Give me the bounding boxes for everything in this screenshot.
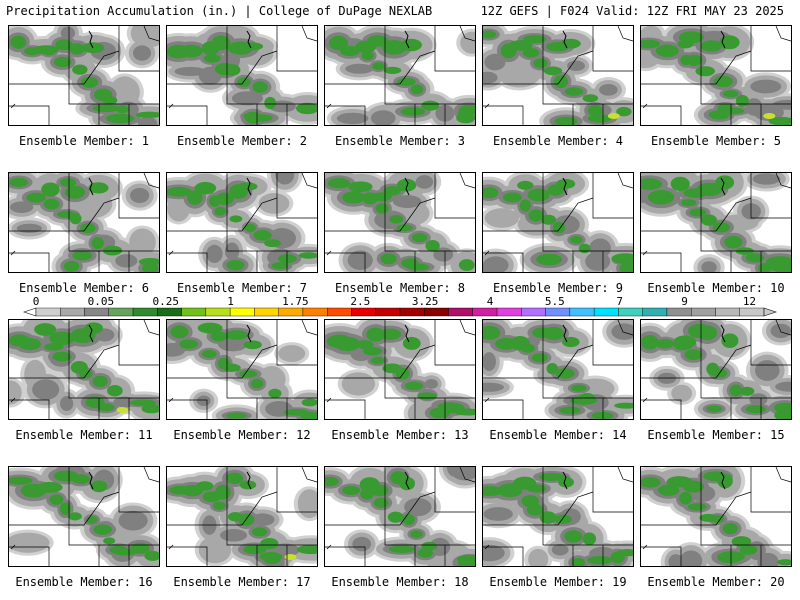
colorbar-bin bbox=[472, 307, 498, 317]
colorbar-tick-label: 2.5 bbox=[350, 296, 370, 308]
colorbar-tick-label: 3.25 bbox=[412, 296, 439, 308]
ensemble-member-map-1 bbox=[8, 25, 160, 126]
ensemble-member-map-20 bbox=[640, 466, 792, 567]
colorbar-bin bbox=[399, 307, 425, 317]
colorbar-bin bbox=[375, 307, 401, 317]
colorbar-bin bbox=[593, 307, 619, 317]
ensemble-member-label: Ensemble Member: 4 bbox=[492, 134, 624, 148]
colorbar-bin bbox=[35, 307, 61, 317]
ensemble-member-label: Ensemble Member: 14 bbox=[489, 428, 627, 442]
ensemble-member-map-10 bbox=[640, 172, 792, 273]
colorbar-tick-label: 0 bbox=[33, 296, 40, 308]
ensemble-member-map-7 bbox=[166, 172, 318, 273]
colorbar-bin bbox=[642, 307, 668, 317]
colorbar-bin bbox=[327, 307, 352, 317]
ensemble-member-map-15 bbox=[640, 319, 792, 420]
colorbar-tick-label: 1 bbox=[227, 296, 234, 308]
colorbar-bin bbox=[229, 307, 255, 317]
ensemble-member-map-2 bbox=[166, 25, 318, 126]
colorbar-tick-label: 0.05 bbox=[88, 296, 115, 308]
ensemble-member-label: Ensemble Member: 6 bbox=[18, 281, 150, 295]
ensemble-member-label: Ensemble Member: 13 bbox=[331, 428, 469, 442]
ensemble-member-map-9 bbox=[482, 172, 634, 273]
colorbar-bin bbox=[205, 307, 231, 317]
ensemble-member-map-14 bbox=[482, 319, 634, 420]
colorbar-bin bbox=[108, 307, 134, 317]
ensemble-member-map-11 bbox=[8, 319, 160, 420]
ensemble-member-label: Ensemble Member: 9 bbox=[492, 281, 624, 295]
colorbar-bin bbox=[424, 307, 449, 317]
ensemble-member-map-13 bbox=[324, 319, 476, 420]
ensemble-member-label: Ensemble Member: 7 bbox=[176, 281, 308, 295]
ensemble-member-label: Ensemble Member: 17 bbox=[173, 575, 311, 589]
colorbar-bin bbox=[496, 307, 522, 317]
colorbar-bin bbox=[715, 307, 740, 317]
ensemble-member-map-5 bbox=[640, 25, 792, 126]
colorbar-bin bbox=[278, 307, 304, 317]
ensemble-member-map-18 bbox=[324, 466, 476, 567]
ensemble-member-label: Ensemble Member: 18 bbox=[331, 575, 469, 589]
ensemble-member-map-16 bbox=[8, 466, 160, 567]
ensemble-member-label: Ensemble Member: 10 bbox=[647, 281, 785, 295]
ensemble-member-label: Ensemble Member: 19 bbox=[489, 575, 627, 589]
colorbar-bin bbox=[132, 307, 158, 317]
ensemble-member-label: Ensemble Member: 15 bbox=[647, 428, 785, 442]
ensemble-member-label: Ensemble Member: 16 bbox=[15, 575, 153, 589]
ensemble-member-label: Ensemble Member: 3 bbox=[334, 134, 466, 148]
colorbar-bin bbox=[84, 307, 109, 317]
colorbar-bin bbox=[691, 307, 716, 317]
colorbar-bin bbox=[157, 307, 182, 317]
colorbar-bin bbox=[569, 307, 595, 317]
colorbar-tick-label: 1.75 bbox=[282, 296, 309, 308]
colorbar-bin bbox=[181, 307, 207, 317]
colorbar-min-arrow bbox=[23, 307, 37, 317]
colorbar-bin bbox=[545, 307, 571, 317]
colorbar-tick-label: 7 bbox=[616, 296, 623, 308]
colorbar-bin bbox=[254, 307, 279, 317]
ensemble-member-map-12 bbox=[166, 319, 318, 420]
colorbar-tick-label: 4 bbox=[487, 296, 494, 308]
ensemble-member-label: Ensemble Member: 8 bbox=[334, 281, 466, 295]
ensemble-member-map-19 bbox=[482, 466, 634, 567]
ensemble-member-label: Ensemble Member: 12 bbox=[173, 428, 311, 442]
ensemble-member-label: Ensemble Member: 2 bbox=[176, 134, 308, 148]
ensemble-member-map-17 bbox=[166, 466, 318, 567]
ensemble-member-map-8 bbox=[324, 172, 476, 273]
colorbar-tick-label: 12 bbox=[743, 296, 756, 308]
precip-colorbar-legend: 0 0.05 0.25 1 1.75 2.5 3.25 4 5.5 7 9 12 bbox=[23, 296, 777, 317]
ensemble-member-label: Ensemble Member: 5 bbox=[650, 134, 782, 148]
colorbar-max-arrow bbox=[763, 307, 777, 317]
colorbar-tick-label: 9 bbox=[681, 296, 688, 308]
colorbar-tick-label: 5.5 bbox=[545, 296, 565, 308]
colorbar-bin bbox=[618, 307, 643, 317]
ensemble-member-label: Ensemble Member: 11 bbox=[15, 428, 153, 442]
chart-title: Precipitation Accumulation (in.) | Colle… bbox=[6, 4, 433, 18]
colorbar-bin bbox=[739, 307, 765, 317]
colorbar-bin bbox=[351, 307, 376, 317]
colorbar-bin bbox=[448, 307, 473, 317]
ensemble-member-map-4 bbox=[482, 25, 634, 126]
ensemble-member-label: Ensemble Member: 20 bbox=[647, 575, 785, 589]
colorbar-bin bbox=[666, 307, 692, 317]
ensemble-member-label: Ensemble Member: 1 bbox=[18, 134, 150, 148]
ensemble-member-map-3 bbox=[324, 25, 476, 126]
model-valid-time: 12Z GEFS | F024 Valid: 12Z FRI MAY 23 20… bbox=[480, 4, 784, 18]
colorbar-bin bbox=[521, 307, 546, 317]
colorbar-bin bbox=[302, 307, 328, 317]
colorbar-tick-label: 0.25 bbox=[152, 296, 179, 308]
ensemble-member-map-6 bbox=[8, 172, 160, 273]
colorbar-bin bbox=[60, 307, 85, 317]
